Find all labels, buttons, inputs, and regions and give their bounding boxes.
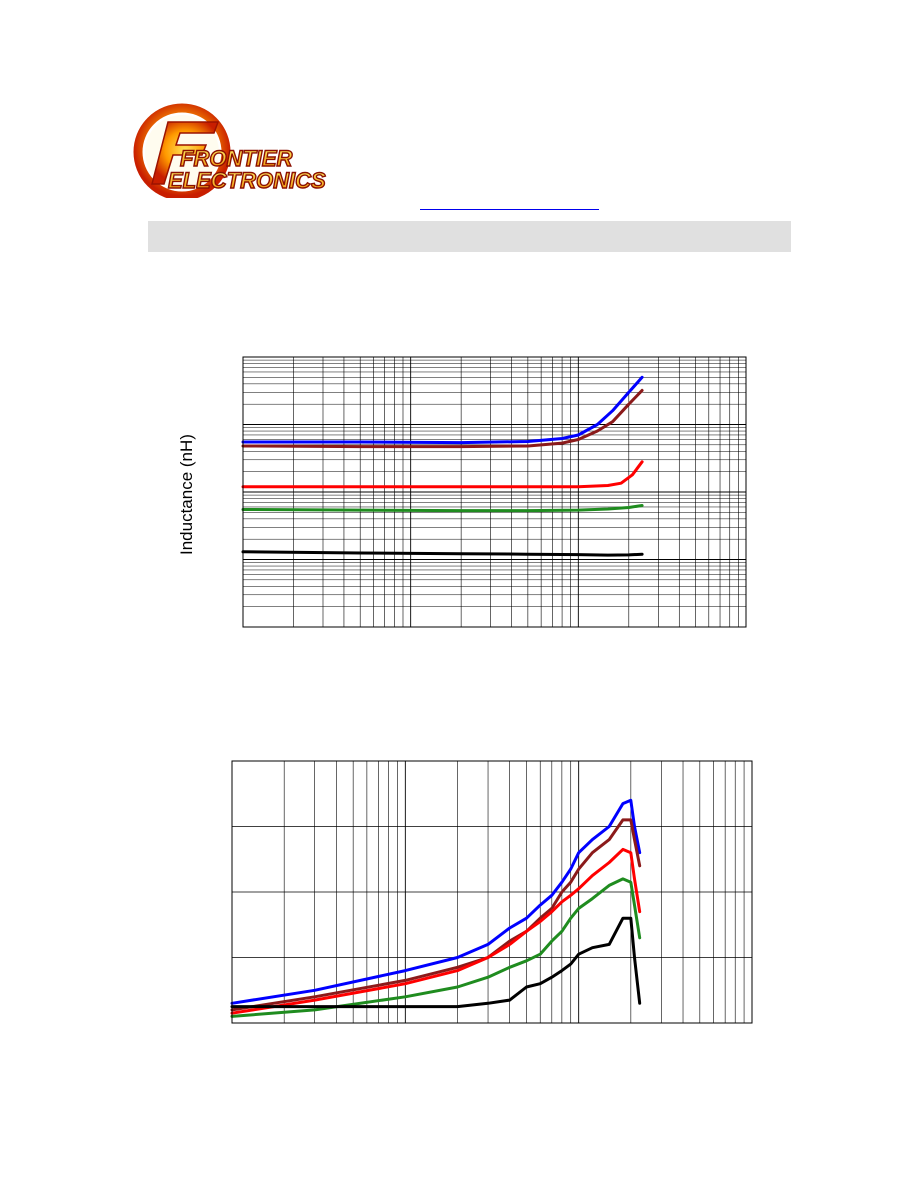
inductance-chart: Inductance (nH) [177,356,747,628]
chart2-grid [231,760,752,1024]
chart-series-line-4 [230,877,642,1018]
chart-series-line-3 [241,460,644,489]
chart1-plot-frame [242,356,747,628]
chart-series-line-5 [241,550,644,557]
chart-series-line-1 [241,375,644,445]
chart-series-line-2 [241,388,644,449]
chart2-plot-frame [231,760,753,1024]
chart1-grid [242,357,746,628]
chart-legend-area [645,763,748,1021]
section-header-bar [148,221,791,252]
logo-ring [133,103,231,198]
logo-text-frontier: FRONTIER [180,146,293,171]
chart1-y-axis-label: Inductance (nH) [177,434,196,555]
chart-series-line-2 [230,818,642,1012]
chart-series-line-4 [241,504,644,513]
chart-legend-area [645,359,742,625]
hyperlink-underline[interactable] [420,209,599,210]
second-chart [230,760,753,1024]
company-logo: FRONTIER ELECTRONICS [133,103,327,198]
logo-text-electronics: ELECTRONICS [168,168,326,193]
chart1-series-group [241,375,644,557]
chart-series-line-5 [230,916,642,1009]
chart2-series-group [230,798,642,1018]
chart-series-line-3 [230,847,642,1015]
logo-f-mark [151,121,220,185]
chart-series-line-1 [230,798,642,1005]
